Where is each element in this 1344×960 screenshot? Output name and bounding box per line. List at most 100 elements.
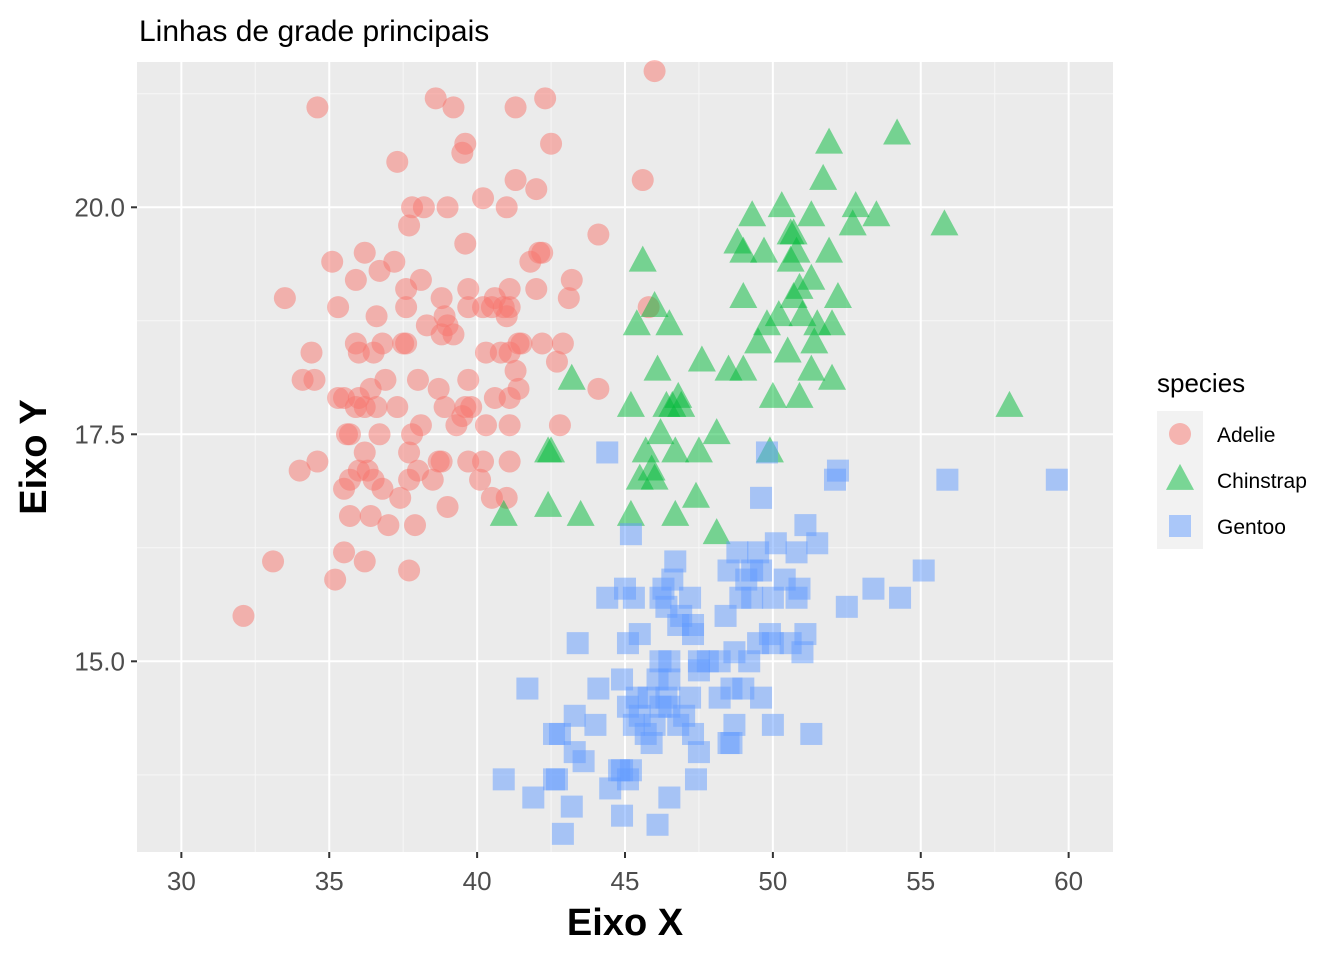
data-point-chinstrap [684, 436, 713, 463]
data-point-gentoo [640, 732, 663, 755]
data-point-gentoo [522, 786, 545, 809]
data-point-gentoo [599, 777, 622, 800]
axis-ticks: 30 35 40 45 50 55 60 15.0 17.5 20.0 [74, 192, 1083, 896]
x-axis-title: Eixo X [567, 902, 684, 944]
x-tick-label: 50 [758, 866, 787, 896]
data-point-adelie [525, 178, 548, 201]
data-point-chinstrap [537, 436, 566, 463]
data-point-gentoo [646, 813, 669, 836]
data-point-adelie [377, 514, 400, 537]
data-point-chinstrap [815, 236, 844, 263]
data-point-adelie [327, 296, 350, 319]
data-point-chinstrap [750, 236, 779, 263]
data-point-chinstrap [616, 499, 645, 526]
data-point-adelie [454, 232, 477, 255]
data-point-adelie [365, 396, 388, 419]
data-point-adelie [412, 196, 435, 219]
x-tick-label: 30 [167, 866, 196, 896]
data-point-adelie [335, 423, 358, 446]
data-point-adelie [365, 305, 388, 328]
data-point-adelie [406, 459, 429, 482]
data-point-adelie [398, 559, 421, 582]
data-point-gentoo [608, 759, 631, 782]
data-point-chinstrap [702, 518, 731, 545]
data-point-gentoo [614, 577, 636, 600]
data-point-adelie [587, 223, 610, 246]
data-point-gentoo [738, 650, 761, 673]
data-point-gentoo [735, 568, 758, 591]
data-point-gentoo [560, 795, 583, 818]
data-point-gentoo [889, 586, 912, 609]
data-point-gentoo [596, 441, 619, 464]
data-point-gentoo [652, 577, 675, 600]
data-point-chinstrap [758, 381, 787, 408]
data-point-adelie [427, 377, 450, 400]
data-point-adelie [442, 96, 465, 119]
data-point-gentoo [726, 541, 749, 564]
data-point-adelie [262, 550, 285, 573]
x-tick-label: 45 [611, 866, 640, 896]
data-point-adelie [451, 405, 474, 428]
data-point-adelie [548, 414, 571, 437]
data-point-chinstrap [631, 436, 660, 463]
legend-key-adelie-marker [1169, 423, 1191, 445]
data-point-chinstrap [489, 499, 518, 526]
data-point-gentoo [720, 732, 743, 755]
data-point-gentoo [714, 604, 737, 627]
data-point-gentoo [720, 677, 743, 700]
data-point-chinstrap [661, 499, 690, 526]
data-point-adelie [540, 132, 563, 155]
data-point-gentoo [823, 468, 846, 491]
data-point-adelie [631, 169, 654, 192]
data-point-gentoo [516, 677, 539, 700]
data-point-adelie [398, 441, 421, 464]
data-point-chinstrap [779, 281, 808, 308]
data-point-gentoo [658, 786, 681, 809]
data-point-chinstrap [655, 309, 684, 336]
data-point-chinstrap [534, 490, 563, 517]
data-point-adelie [504, 169, 527, 192]
data-point-gentoo [791, 641, 814, 664]
data-point-chinstrap [797, 200, 826, 227]
data-point-chinstrap [729, 281, 758, 308]
data-point-adelie [344, 268, 367, 291]
data-point-adelie [457, 296, 480, 319]
data-point-adelie [442, 323, 465, 346]
data-point-adelie [504, 359, 527, 382]
data-point-adelie [560, 268, 583, 291]
data-point-chinstrap [823, 281, 852, 308]
legend-label-gentoo: Gentoo [1217, 516, 1286, 539]
data-point-gentoo [750, 686, 773, 709]
data-point-chinstrap [625, 463, 654, 490]
data-point-adelie [321, 250, 344, 273]
data-point-gentoo [723, 713, 746, 736]
data-point-gentoo [750, 486, 773, 509]
data-point-adelie [324, 568, 347, 591]
data-point-gentoo [755, 441, 778, 464]
data-point-gentoo [741, 586, 764, 609]
data-point-adelie [433, 396, 456, 419]
data-point-chinstrap [815, 127, 844, 154]
data-point-chinstrap [702, 418, 731, 445]
data-point-adelie [430, 450, 453, 473]
data-point-gentoo [543, 768, 566, 791]
data-point-chinstrap [883, 118, 912, 145]
data-point-chinstrap [818, 363, 847, 390]
series-gentoo [492, 441, 1068, 845]
data-point-adelie [557, 287, 580, 310]
data-point-chinstrap [622, 309, 651, 336]
data-point-adelie [300, 341, 323, 364]
data-point-gentoo [1045, 468, 1068, 491]
data-point-gentoo [596, 586, 619, 609]
data-point-gentoo [492, 768, 515, 791]
data-point-chinstrap [818, 309, 847, 336]
data-point-adelie [362, 341, 385, 364]
data-point-adelie [495, 196, 518, 219]
x-tick-label: 35 [315, 866, 344, 896]
data-point-adelie [472, 187, 495, 210]
data-point-gentoo [664, 550, 687, 573]
data-point-adelie [353, 241, 376, 264]
data-point-adelie [401, 423, 424, 446]
data-point-adelie [504, 96, 527, 119]
